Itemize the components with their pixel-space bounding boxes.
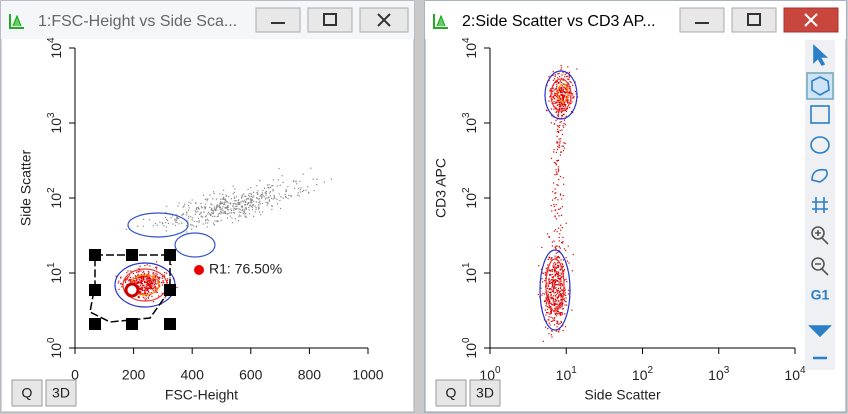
plot-button[interactable] <box>45 379 77 407</box>
tick-label: 800 <box>298 367 322 383</box>
window-frame <box>0 0 415 413</box>
gate-handle <box>164 284 176 296</box>
contour <box>550 78 572 112</box>
plot-button-label[interactable]: Q <box>446 385 457 401</box>
annotation-marker <box>194 265 204 275</box>
zoom-out[interactable] <box>811 257 825 271</box>
window-frame <box>424 0 847 413</box>
tick-label: 600 <box>239 367 263 383</box>
tick-label: 102 <box>461 187 479 209</box>
y-axis-label: Side Scatter <box>18 150 34 227</box>
tick-label: 100 <box>461 337 479 359</box>
gate-center <box>124 282 140 298</box>
contour <box>127 212 189 238</box>
maximize-button[interactable] <box>307 7 353 33</box>
tick-label: 104 <box>461 37 479 59</box>
plot-button-label[interactable]: Q <box>22 385 33 401</box>
collapse-toolbar[interactable] <box>808 325 832 338</box>
tick-label: 100 <box>46 337 64 359</box>
tick-label: 104 <box>46 37 64 59</box>
tick-label: 103 <box>708 365 730 383</box>
gate-handle <box>89 318 101 330</box>
plot-window-1: 1:FSC-Height vs Side Sca... R1: 76.50% 0 20… <box>11 13 384 407</box>
plot-button-label[interactable]: 3D <box>476 385 494 401</box>
contour <box>557 83 569 103</box>
contour <box>544 70 578 120</box>
y-axis-label: CD3 APC <box>433 158 449 218</box>
toolbar-icons[interactable] <box>806 44 834 360</box>
minimize-button[interactable] <box>255 7 301 33</box>
contour <box>539 249 571 331</box>
zoom-in[interactable] <box>811 226 825 240</box>
pointer-tool[interactable] <box>813 44 829 67</box>
plot-button[interactable] <box>435 379 467 407</box>
maximize-button[interactable] <box>731 7 777 33</box>
tick-label: 0 <box>71 367 79 383</box>
window-controls[interactable] <box>255 7 409 33</box>
gate-handle <box>164 249 176 261</box>
rectangle-tool[interactable] <box>810 105 830 124</box>
tick-label: 101 <box>46 262 64 284</box>
gate-annotation: R1: 76.50% <box>209 261 282 277</box>
plot-button-label[interactable]: 3D <box>52 385 70 401</box>
window-title: 1:FSC-Height vs Side Sca... <box>38 13 237 30</box>
tick-label: 101 <box>556 365 578 383</box>
tick-label: 103 <box>46 112 64 134</box>
tick-label: 100 <box>479 365 501 383</box>
contour <box>545 258 565 312</box>
window-title: 2:Side Scatter vs CD3 AP... <box>462 13 656 30</box>
tick-label: 103 <box>461 112 479 134</box>
tick-label: 102 <box>46 187 64 209</box>
gate-handle <box>89 284 101 296</box>
tick-label: 200 <box>122 367 146 383</box>
gate-handle <box>89 249 101 261</box>
gate-handle <box>126 318 138 330</box>
x-axis-label: FSC-Height <box>165 387 238 403</box>
x-axis-label: Side Scatter <box>584 387 661 403</box>
window-1 <box>0 0 415 413</box>
gate-handle <box>164 318 176 330</box>
plot-button[interactable] <box>11 379 43 407</box>
ellipse-tool[interactable] <box>810 136 830 154</box>
polygon-tool[interactable] <box>811 76 830 96</box>
tick-label: 101 <box>461 262 479 284</box>
minimize-button[interactable] <box>679 7 725 33</box>
freehand-tool[interactable] <box>811 168 828 183</box>
window-2: G1 <box>424 0 847 413</box>
tick-label: 102 <box>632 365 654 383</box>
tick-label: 104 <box>784 365 806 383</box>
tick-label: 400 <box>181 367 205 383</box>
plot-window-2: 2:Side Scatter vs CD3 AP... 100 101 102 103 1… <box>433 13 806 407</box>
quadrant-tool[interactable] <box>812 197 828 213</box>
gate-button[interactable]: G1 <box>811 287 830 303</box>
plot-button[interactable] <box>469 379 501 407</box>
window-controls[interactable] <box>679 7 839 33</box>
gate-handle <box>126 249 138 261</box>
tick-label: 1000 <box>352 367 383 383</box>
contour <box>174 232 216 258</box>
